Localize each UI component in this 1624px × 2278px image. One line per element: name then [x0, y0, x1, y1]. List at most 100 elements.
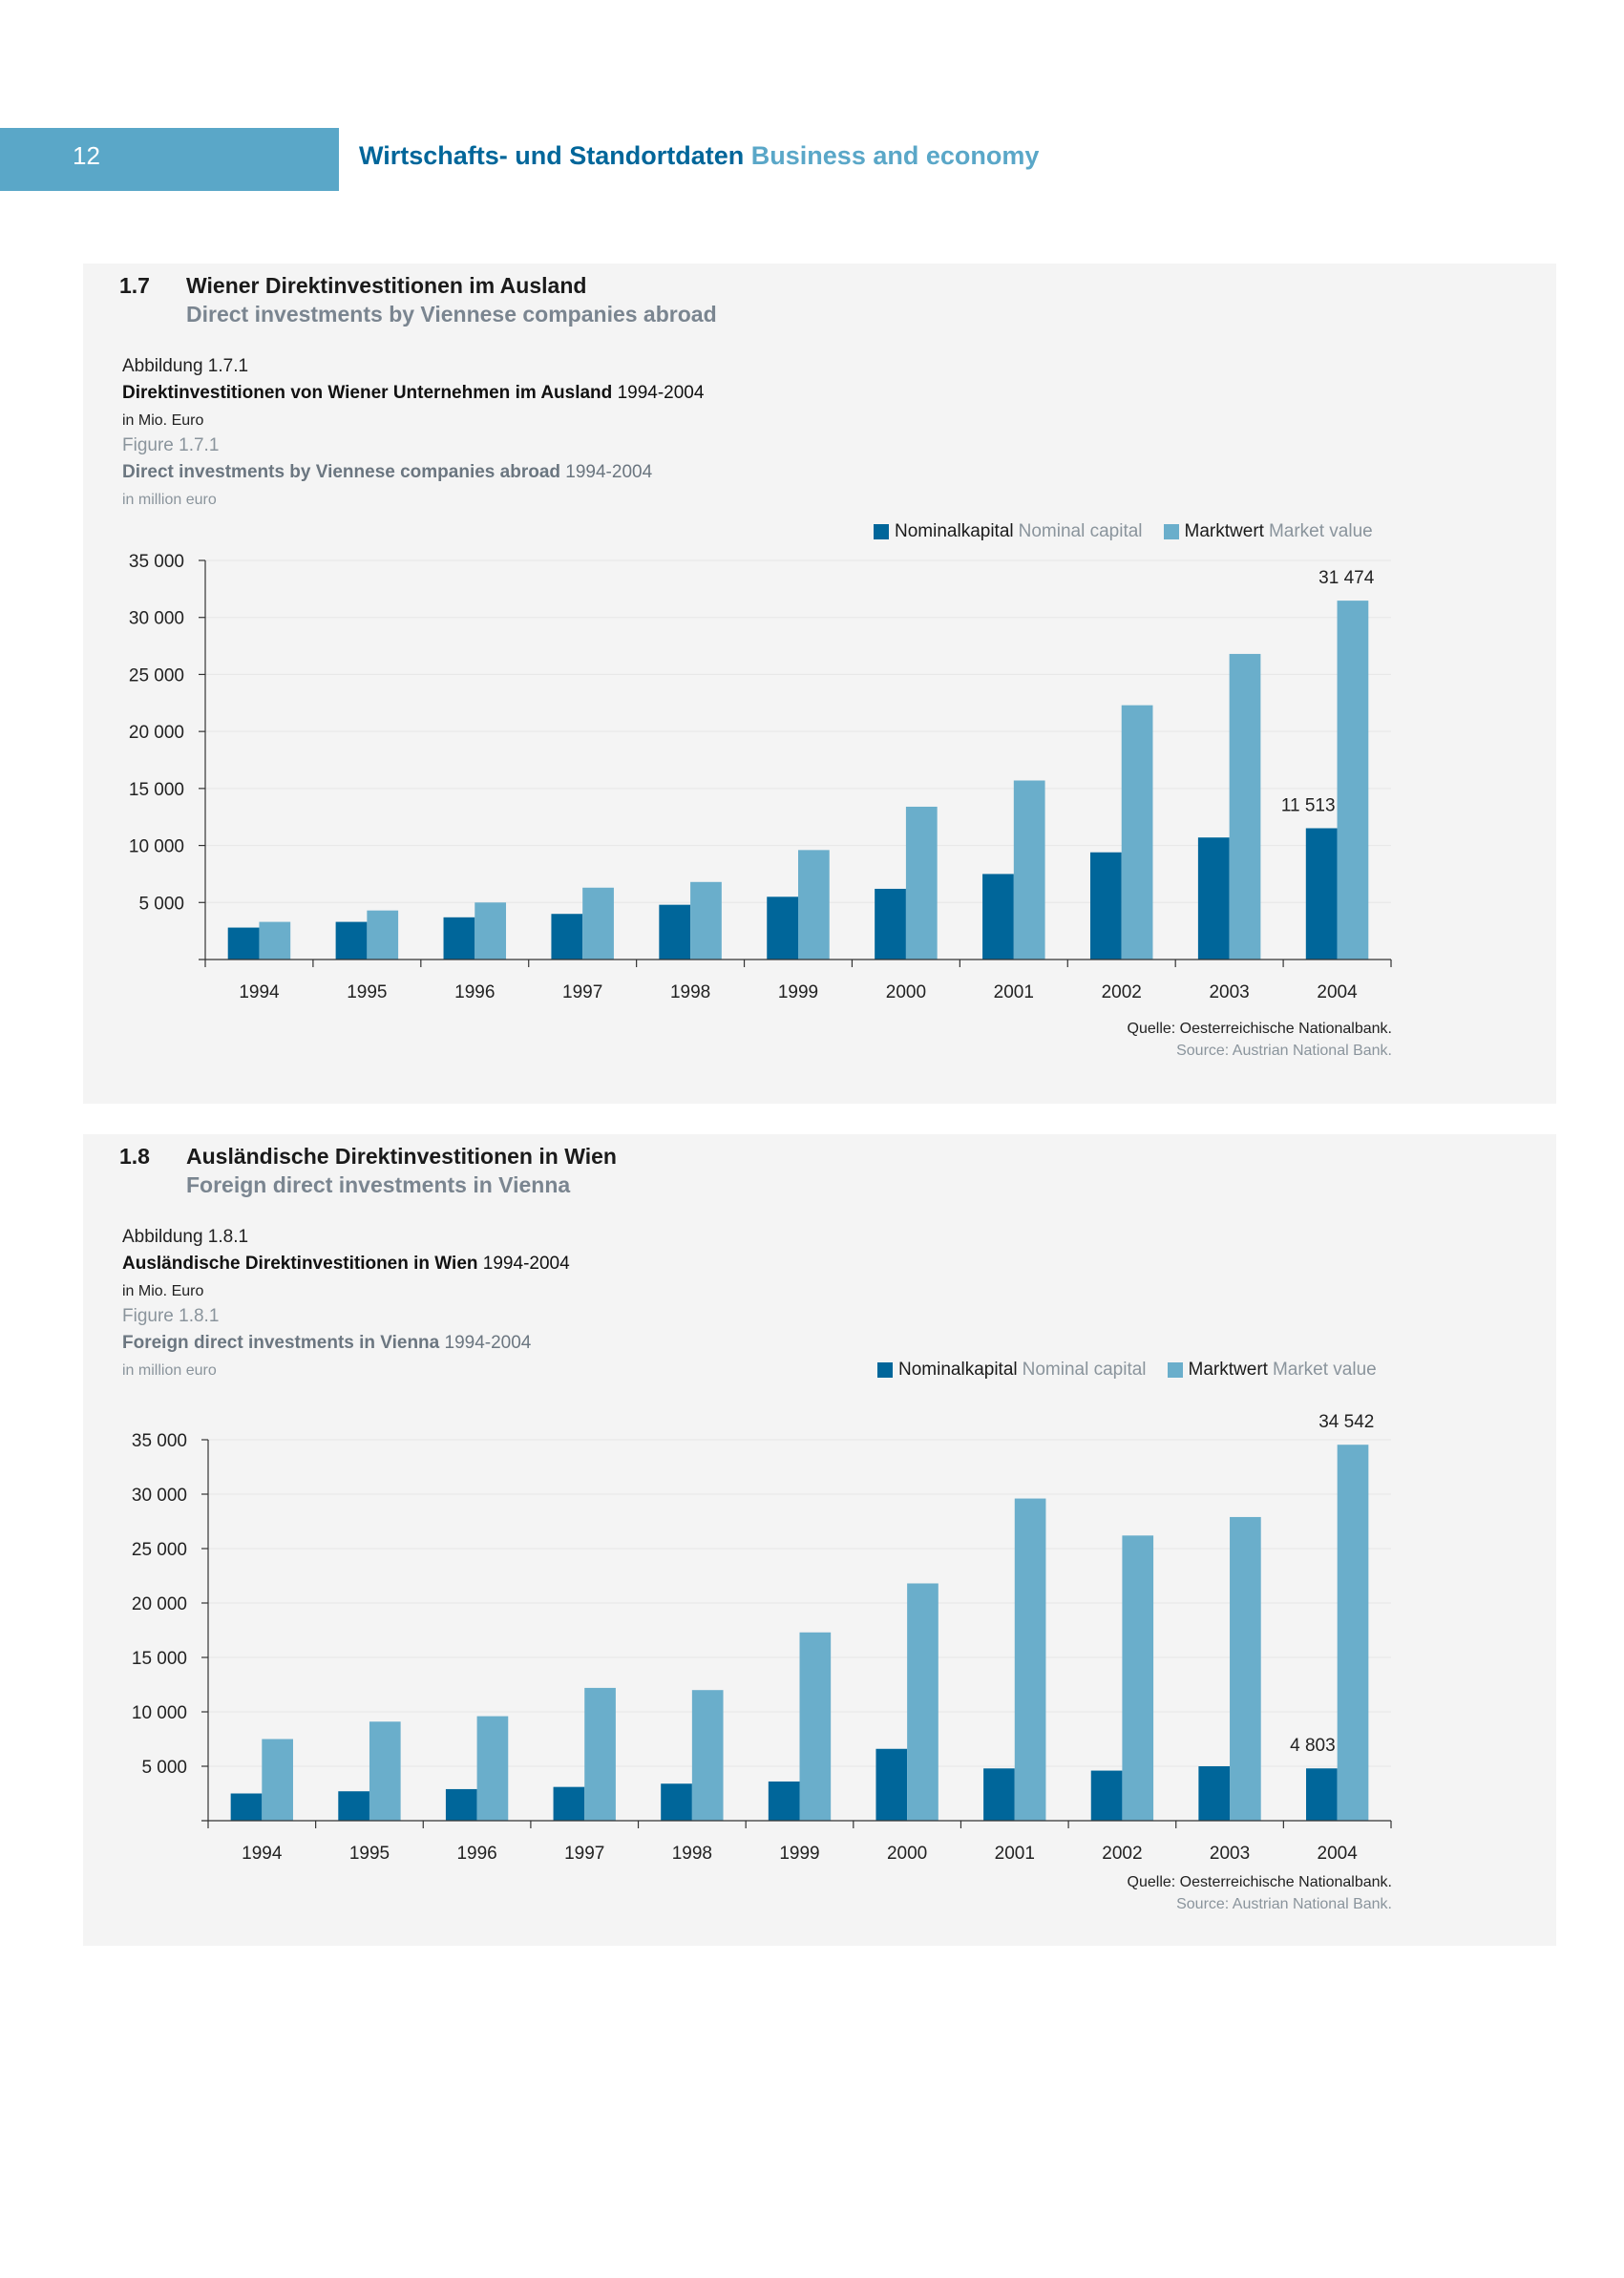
data-label: 11 513 — [1281, 796, 1336, 816]
y-tick-label: 5 000 — [138, 894, 184, 914]
bar-market-1998 — [690, 881, 722, 960]
x-tick-label: 1994 — [242, 1844, 283, 1864]
y-tick-label: 15 000 — [129, 780, 184, 800]
bar-nominal-1994 — [230, 1793, 263, 1821]
chart-source: Quelle: Oesterreichische Nationalbank. S… — [1128, 1018, 1392, 1062]
figure-unit-en: in million euro — [122, 1362, 217, 1379]
y-tick-label: 35 000 — [132, 1431, 187, 1451]
bar-nominal-2001 — [983, 1768, 1015, 1821]
legend-nominal-en: Nominal capital — [1022, 1360, 1147, 1380]
legend-item-nominal: Nominalkapital Nominal capital — [874, 521, 1143, 542]
legend-item-nominal: Nominalkapital Nominal capital — [877, 1360, 1147, 1381]
figure-title-de-text: Ausländische Direktinvestitionen in Wien — [122, 1254, 478, 1274]
legend-swatch-nominal — [877, 1362, 893, 1378]
x-tick-label: 1999 — [778, 982, 818, 1002]
section-title-de: Wiener Direktinvestitionen im Ausland — [186, 273, 587, 298]
bar-market-1998 — [691, 1690, 724, 1821]
section-1-7-panel: 1.7 Wiener Direktinvestitionen im Auslan… — [83, 264, 1556, 1104]
bar-market-1999 — [798, 850, 830, 960]
bar-market-1996 — [476, 1716, 509, 1821]
x-tick-label: 2001 — [994, 982, 1034, 1002]
legend-item-market: Marktwert Market value — [1163, 521, 1373, 542]
header-title-de: Wirtschafts- und Standortdaten — [359, 141, 745, 170]
figure-title-en-text: Direct investments by Viennese companies… — [122, 462, 560, 482]
bar-market-2001 — [1013, 780, 1045, 960]
figure-years-en: 1994-2004 — [444, 1333, 532, 1353]
y-tick-label: 20 000 — [132, 1594, 187, 1614]
x-tick-label: 1998 — [670, 982, 710, 1002]
bar-nominal-2004 — [1306, 1768, 1338, 1821]
x-tick-label: 2004 — [1317, 982, 1358, 1002]
x-tick-label: 1997 — [562, 982, 602, 1002]
data-label: 4 803 — [1290, 1736, 1336, 1756]
x-tick-label: 2003 — [1210, 1844, 1250, 1864]
bar-market-2002 — [1122, 1535, 1154, 1821]
bar-nominal-1997 — [553, 1786, 585, 1821]
bar-nominal-2003 — [1198, 1766, 1231, 1821]
bar-nominal-1999 — [767, 896, 798, 960]
bar-nominal-1996 — [445, 1788, 477, 1821]
bar-market-1995 — [369, 1721, 401, 1821]
bar-market-2000 — [905, 806, 938, 960]
y-tick-label: 20 000 — [129, 723, 184, 743]
bar-nominal-1995 — [335, 921, 368, 960]
legend-swatch-market — [1167, 1362, 1183, 1378]
figure-title-de: Ausländische Direktinvestitionen in Wien… — [122, 1255, 570, 1273]
x-tick-label: 2000 — [886, 982, 926, 1002]
bar-market-1995 — [367, 910, 399, 960]
bar-market-2004 — [1337, 601, 1369, 960]
bar-market-2000 — [907, 1583, 939, 1821]
legend-market-en: Market value — [1272, 1360, 1377, 1380]
y-tick-label: 10 000 — [132, 1703, 187, 1723]
bar-market-1996 — [475, 902, 507, 960]
x-tick-label: 1995 — [349, 1844, 390, 1864]
x-tick-label: 2000 — [887, 1844, 927, 1864]
legend-market-en: Market value — [1268, 521, 1373, 541]
bar-chart-foreign-investments-vienna: 5 000 10 000 15 000 20 000 25 000 30 000 35 00… — [132, 1412, 1392, 1864]
figure-label-en: Figure 1.7.1 — [122, 435, 220, 455]
bar-nominal-1999 — [768, 1781, 800, 1821]
chart-legend: Nominalkapital Nominal capital Marktwert M… — [874, 521, 1373, 542]
chart-source: Quelle: Oesterreichische Nationalbank. S… — [1128, 1871, 1392, 1915]
bar-nominal-1994 — [227, 927, 260, 960]
y-tick-label: 15 000 — [132, 1649, 187, 1669]
x-tick-label: 1998 — [672, 1844, 712, 1864]
legend-market-de: Marktwert — [1188, 1360, 1268, 1380]
legend-market-de: Marktwert — [1184, 521, 1264, 541]
bar-market-1997 — [584, 1687, 616, 1821]
bar-nominal-2003 — [1197, 837, 1230, 960]
y-tick-label: 30 000 — [129, 609, 184, 629]
bar-market-1994 — [262, 1739, 293, 1821]
bar-market-2003 — [1229, 653, 1261, 960]
data-label: 34 542 — [1318, 1412, 1374, 1432]
figure-unit-de: in Mio. Euro — [122, 412, 204, 429]
x-tick-label: 1996 — [456, 1844, 496, 1864]
y-tick-label: 10 000 — [129, 837, 184, 857]
y-tick-label: 35 000 — [129, 552, 184, 572]
x-tick-label: 2003 — [1209, 982, 1249, 1002]
bar-nominal-1995 — [338, 1791, 369, 1821]
x-tick-label: 1995 — [347, 982, 387, 1002]
figure-years-en: 1994-2004 — [565, 462, 653, 482]
section-number: 1.8 — [119, 1144, 150, 1169]
legend-swatch-nominal — [874, 524, 889, 539]
section-title-en: Foreign direct investments in Vienna — [186, 1172, 571, 1197]
source-de: Quelle: Oesterreichische Nationalbank. — [1127, 1021, 1392, 1037]
figure-years: 1994-2004 — [617, 383, 705, 403]
x-tick-label: 2001 — [995, 1844, 1035, 1864]
y-tick-label: 25 000 — [132, 1540, 187, 1560]
page-number: 12 — [73, 141, 100, 170]
bar-nominal-1998 — [661, 1783, 692, 1821]
bar-nominal-2004 — [1305, 828, 1338, 960]
bar-market-1997 — [582, 887, 614, 960]
bar-market-2001 — [1014, 1498, 1046, 1821]
figure-title-de: Direktinvestitionen von Wiener Unternehm… — [122, 384, 704, 402]
bar-nominal-2000 — [875, 888, 906, 960]
figure-years: 1994-2004 — [482, 1254, 570, 1274]
legend-nominal-en: Nominal capital — [1018, 521, 1143, 541]
source-de: Quelle: Oesterreichische Nationalbank. — [1127, 1874, 1392, 1890]
section-title-de: Ausländische Direktinvestitionen in Wien — [186, 1144, 617, 1169]
figure-unit-en: in million euro — [122, 492, 217, 508]
x-tick-label: 2002 — [1102, 1844, 1142, 1864]
figure-label-de: Abbildung 1.7.1 — [122, 356, 249, 376]
